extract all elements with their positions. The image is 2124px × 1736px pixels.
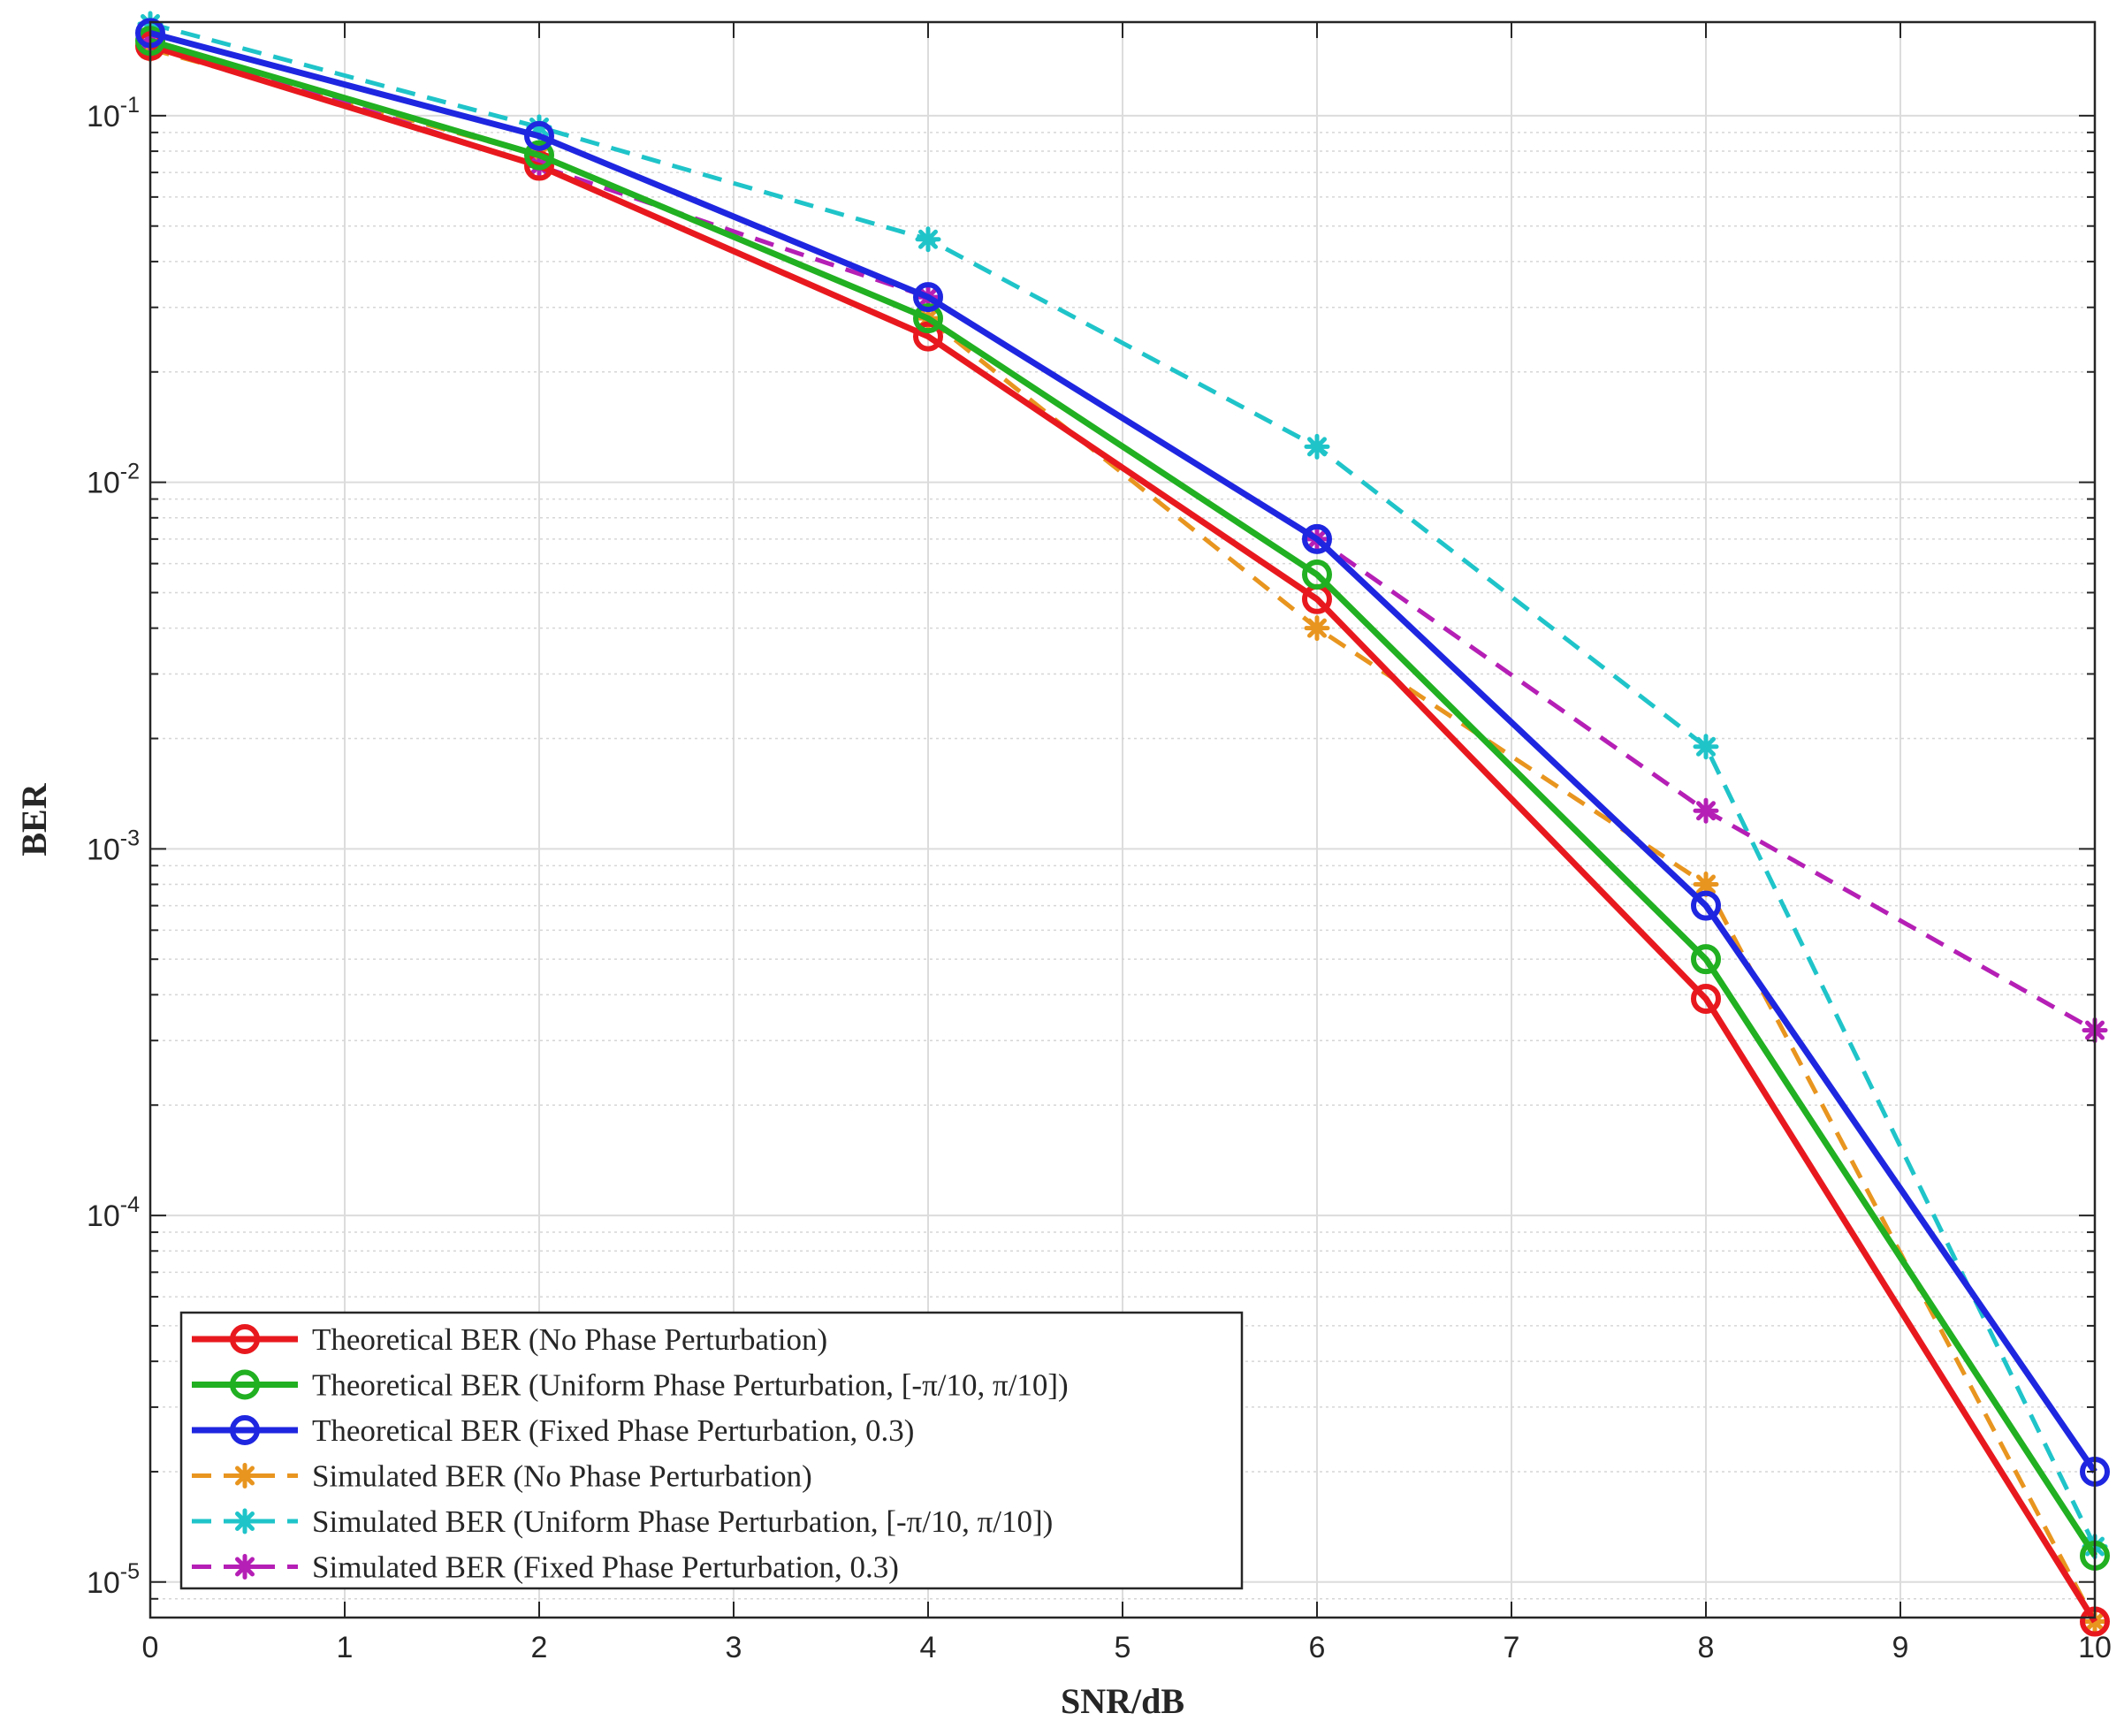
data-point-marker — [915, 226, 941, 253]
y-tick-label: 10-2 — [87, 460, 140, 500]
data-point-marker — [1304, 615, 1330, 642]
y-tick-label: 10-4 — [87, 1192, 140, 1233]
legend-label: Theoretical BER (Uniform Phase Perturbat… — [312, 1368, 1069, 1403]
series-line — [149, 30, 2097, 1473]
x-tick-label: 4 — [920, 1631, 937, 1664]
data-point-marker — [230, 1324, 260, 1354]
legend-item: Theoretical BER (No Phase Perturbation) — [192, 1322, 827, 1357]
data-point-marker — [232, 1463, 258, 1489]
x-tick-label: 2 — [531, 1631, 548, 1664]
series-line — [149, 37, 2097, 1557]
x-tick-label: 7 — [1504, 1631, 1520, 1664]
series-line — [148, 42, 2097, 1624]
x-tick-label: 9 — [1892, 1631, 1909, 1664]
x-tick-label: 0 — [142, 1631, 159, 1664]
y-axis-label: BER — [14, 782, 54, 856]
tick-labels: 0 1 2 3 4 5 6 7 8 9 10 10-1 10-2 10-3 10-4 10-5 — [87, 93, 2112, 1664]
data-point-marker — [913, 321, 943, 352]
legend-label: Simulated BER (No Phase Perturbation) — [312, 1459, 812, 1494]
series-1 — [135, 30, 2110, 1637]
data-point-marker — [524, 140, 554, 171]
x-tick-label: 3 — [726, 1631, 742, 1664]
legend-item: Simulated BER (Uniform Phase Perturbatio… — [192, 1504, 1053, 1539]
data-point-marker — [1691, 944, 1721, 975]
data-point-marker — [1693, 797, 1719, 824]
series-line — [149, 38, 2097, 1032]
y-tick-label: 10-3 — [87, 826, 140, 866]
y-tick-label: 10-1 — [87, 93, 140, 133]
data-point-marker — [1691, 890, 1721, 921]
series-line — [149, 21, 2097, 1548]
data-point-marker — [1302, 523, 1332, 554]
data-point-marker — [913, 303, 943, 334]
legend-label: Theoretical BER (Fixed Phase Perturbatio… — [312, 1413, 914, 1448]
data-point-marker — [230, 1369, 260, 1400]
legend-box — [179, 1311, 1244, 1590]
data-point-marker — [1304, 433, 1330, 460]
x-tick-label: 1 — [337, 1631, 354, 1664]
x-tick-label: 6 — [1309, 1631, 1326, 1664]
legend-item: Theoretical BER (Fixed Phase Perturbatio… — [192, 1413, 914, 1448]
data-point-marker — [1693, 734, 1719, 760]
y-tick-label: 10-5 — [87, 1559, 140, 1600]
legend-label: Theoretical BER (No Phase Perturbation) — [312, 1322, 827, 1357]
data-point-marker — [232, 1554, 258, 1580]
legend-label: Simulated BER (Fixed Phase Perturbation,… — [312, 1550, 899, 1585]
data-point-marker — [913, 282, 943, 313]
legend-item: Simulated BER (Fixed Phase Perturbation,… — [192, 1550, 899, 1585]
legend-item: Theoretical BER (Uniform Phase Perturbat… — [192, 1368, 1069, 1403]
x-tick-label: 10 — [2078, 1631, 2112, 1664]
data-point-marker — [232, 1508, 258, 1534]
series-layer — [135, 11, 2110, 1637]
x-axis-label: SNR/dB — [1061, 1681, 1184, 1721]
data-point-marker — [230, 1415, 260, 1445]
legend-item: Simulated BER (No Phase Perturbation) — [192, 1459, 812, 1494]
legend-label: Simulated BER (Uniform Phase Perturbatio… — [312, 1504, 1053, 1539]
x-tick-label: 5 — [1115, 1631, 1131, 1664]
legend: Theoretical BER (No Phase Perturbation) T… — [179, 1311, 1244, 1590]
data-point-marker — [524, 120, 554, 151]
data-point-marker — [1302, 560, 1332, 590]
data-point-marker — [1691, 983, 1721, 1014]
x-tick-label: 8 — [1698, 1631, 1715, 1664]
ticks — [149, 22, 2096, 1618]
